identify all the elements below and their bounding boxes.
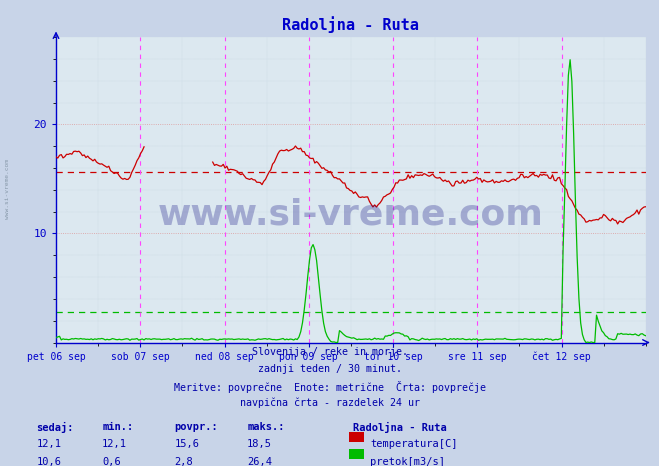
Title: Radoljna - Ruta: Radoljna - Ruta bbox=[283, 16, 419, 34]
Text: 2,8: 2,8 bbox=[175, 457, 193, 466]
Text: navpična črta - razdelek 24 ur: navpična črta - razdelek 24 ur bbox=[239, 397, 420, 408]
Text: 10,6: 10,6 bbox=[36, 457, 61, 466]
Text: maks.:: maks.: bbox=[247, 422, 285, 432]
Text: 0,6: 0,6 bbox=[102, 457, 121, 466]
Text: 12,1: 12,1 bbox=[102, 439, 127, 449]
Text: Slovenija / reke in morje.: Slovenija / reke in morje. bbox=[252, 347, 407, 357]
Text: Meritve: povprečne  Enote: metrične  Črta: povprečje: Meritve: povprečne Enote: metrične Črta:… bbox=[173, 381, 486, 393]
Text: min.:: min.: bbox=[102, 422, 133, 432]
Text: 15,6: 15,6 bbox=[175, 439, 200, 449]
Text: 12,1: 12,1 bbox=[36, 439, 61, 449]
Text: temperatura[C]: temperatura[C] bbox=[370, 439, 458, 449]
Text: Radoljna - Ruta: Radoljna - Ruta bbox=[353, 422, 446, 433]
Text: 26,4: 26,4 bbox=[247, 457, 272, 466]
Text: povpr.:: povpr.: bbox=[175, 422, 218, 432]
Text: www.si-vreme.com: www.si-vreme.com bbox=[158, 197, 544, 231]
Text: www.si-vreme.com: www.si-vreme.com bbox=[5, 159, 11, 219]
Text: zadnji teden / 30 minut.: zadnji teden / 30 minut. bbox=[258, 364, 401, 374]
Text: sedaj:: sedaj: bbox=[36, 422, 74, 433]
Text: 18,5: 18,5 bbox=[247, 439, 272, 449]
Text: pretok[m3/s]: pretok[m3/s] bbox=[370, 457, 445, 466]
